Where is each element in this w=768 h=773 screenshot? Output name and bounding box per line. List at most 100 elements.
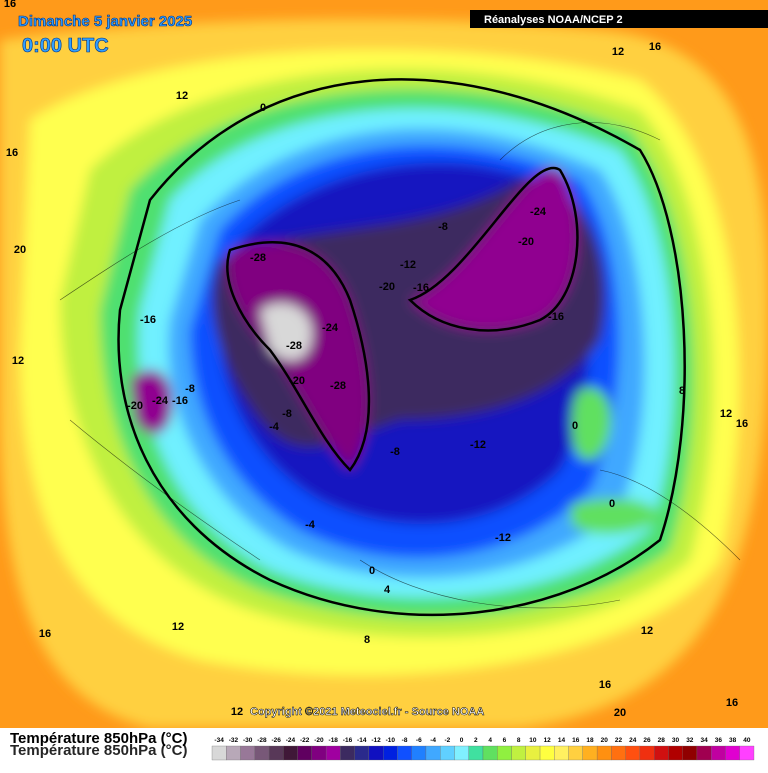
legend-label: 34 xyxy=(700,737,708,744)
contour-label: 12 xyxy=(612,46,624,58)
color-swatch xyxy=(668,745,683,761)
legend-label: 32 xyxy=(686,737,694,744)
contour-label: 0 xyxy=(609,498,615,510)
legend-label: 28 xyxy=(658,737,666,744)
legend-label: 24 xyxy=(629,737,637,744)
color-swatch xyxy=(383,745,398,761)
legend-label: 16 xyxy=(572,737,580,744)
contour-label: 16 xyxy=(4,0,16,10)
legend-label: 40 xyxy=(743,737,751,744)
legend-label: -34 xyxy=(214,737,224,744)
legend-label: 10 xyxy=(529,737,537,744)
contour-label: -12 xyxy=(495,532,511,544)
legend-label: -20 xyxy=(314,737,324,744)
contour-label: -16 xyxy=(413,282,429,294)
legend-label: 0 xyxy=(460,737,464,744)
contour-label: -24 xyxy=(152,395,169,407)
contour-label: -28 xyxy=(330,380,346,392)
color-swatch xyxy=(639,745,655,761)
contour-label: 8 xyxy=(679,385,685,397)
legend-label: -28 xyxy=(257,737,267,744)
contour-label: -16 xyxy=(548,311,564,323)
contour-label: 0 xyxy=(260,102,266,114)
contour-label: 16 xyxy=(726,697,738,709)
legend-label: -18 xyxy=(329,737,339,744)
contour-label: 12 xyxy=(176,90,188,102)
legend-label: 6 xyxy=(503,737,507,744)
legend-label: 8 xyxy=(517,737,521,744)
contour-label: 12 xyxy=(720,408,732,420)
color-swatch xyxy=(268,745,284,761)
color-swatch xyxy=(482,745,498,761)
legend-label: 30 xyxy=(672,737,680,744)
color-swatch xyxy=(554,745,569,761)
color-swatch xyxy=(654,745,669,761)
color-swatch xyxy=(497,745,512,761)
color-swatch xyxy=(511,745,526,761)
color-swatch xyxy=(611,745,626,761)
temperature-field xyxy=(0,19,768,728)
color-swatch xyxy=(311,745,327,761)
color-swatch xyxy=(397,745,412,761)
legend-label: -22 xyxy=(300,737,310,744)
legend-label: 38 xyxy=(729,737,737,744)
legend-label: -12 xyxy=(371,737,381,744)
contour-label: -16 xyxy=(172,395,188,407)
contour-label: -8 xyxy=(185,383,195,395)
contour-label: -8 xyxy=(438,221,448,233)
contour-label: 4 xyxy=(384,584,391,596)
source: Réanalyses NOAA/NCEP 2 xyxy=(484,14,623,26)
color-swatch xyxy=(440,745,455,761)
legend-label: 18 xyxy=(586,737,594,744)
color-swatch xyxy=(725,745,740,761)
legend-label: 20 xyxy=(601,737,609,744)
contour-label: -12 xyxy=(470,439,486,451)
legend-label: -26 xyxy=(271,737,281,744)
contour-label: 16 xyxy=(649,41,661,53)
color-swatch xyxy=(525,745,541,761)
contour-label: -28 xyxy=(286,340,302,352)
legend-label: -8 xyxy=(402,737,408,744)
color-swatch xyxy=(340,745,355,761)
legend-label: -6 xyxy=(416,737,422,744)
legend-label: -24 xyxy=(286,737,296,744)
legend-title: Température 850hPa (°C) xyxy=(10,730,187,747)
legend-label: 22 xyxy=(615,737,623,744)
color-swatch xyxy=(226,745,241,761)
contour-label: 12 xyxy=(641,625,653,637)
legend-label: 26 xyxy=(643,737,651,744)
contour-label: 0 xyxy=(369,565,375,577)
color-swatch xyxy=(625,745,641,761)
color-swatch xyxy=(354,745,370,761)
contour-label: -4 xyxy=(305,519,316,531)
color-swatch xyxy=(468,745,484,761)
contour-label: -12 xyxy=(400,259,416,271)
contour-label: -20 xyxy=(379,281,395,293)
color-swatch xyxy=(696,745,712,761)
legend-label: -2 xyxy=(444,737,450,744)
contour-label: -28 xyxy=(250,252,266,264)
color-swatch xyxy=(454,745,469,761)
contour-label: 20 xyxy=(614,707,626,719)
legend-label: 4 xyxy=(488,737,492,744)
color-swatch xyxy=(739,745,755,761)
source-box xyxy=(470,10,768,28)
contour-label: -24 xyxy=(530,206,547,218)
title: Dimanche 5 janvier 2025 xyxy=(18,13,192,30)
contour-label: -8 xyxy=(282,408,292,420)
color-swatch xyxy=(211,745,227,761)
coastlines xyxy=(59,122,741,609)
legend-label: 14 xyxy=(558,737,566,744)
color-swatch xyxy=(568,745,583,761)
contour-label: -20 xyxy=(127,400,143,412)
legend-label: -30 xyxy=(243,737,253,744)
legend-label: 36 xyxy=(715,737,723,744)
contour-label: 16 xyxy=(736,418,748,430)
time: 0:00 UTC xyxy=(22,35,109,57)
color-swatch xyxy=(539,745,555,761)
contour-label: 0 xyxy=(572,420,578,432)
color-swatch xyxy=(582,745,598,761)
major-contours xyxy=(117,78,686,617)
